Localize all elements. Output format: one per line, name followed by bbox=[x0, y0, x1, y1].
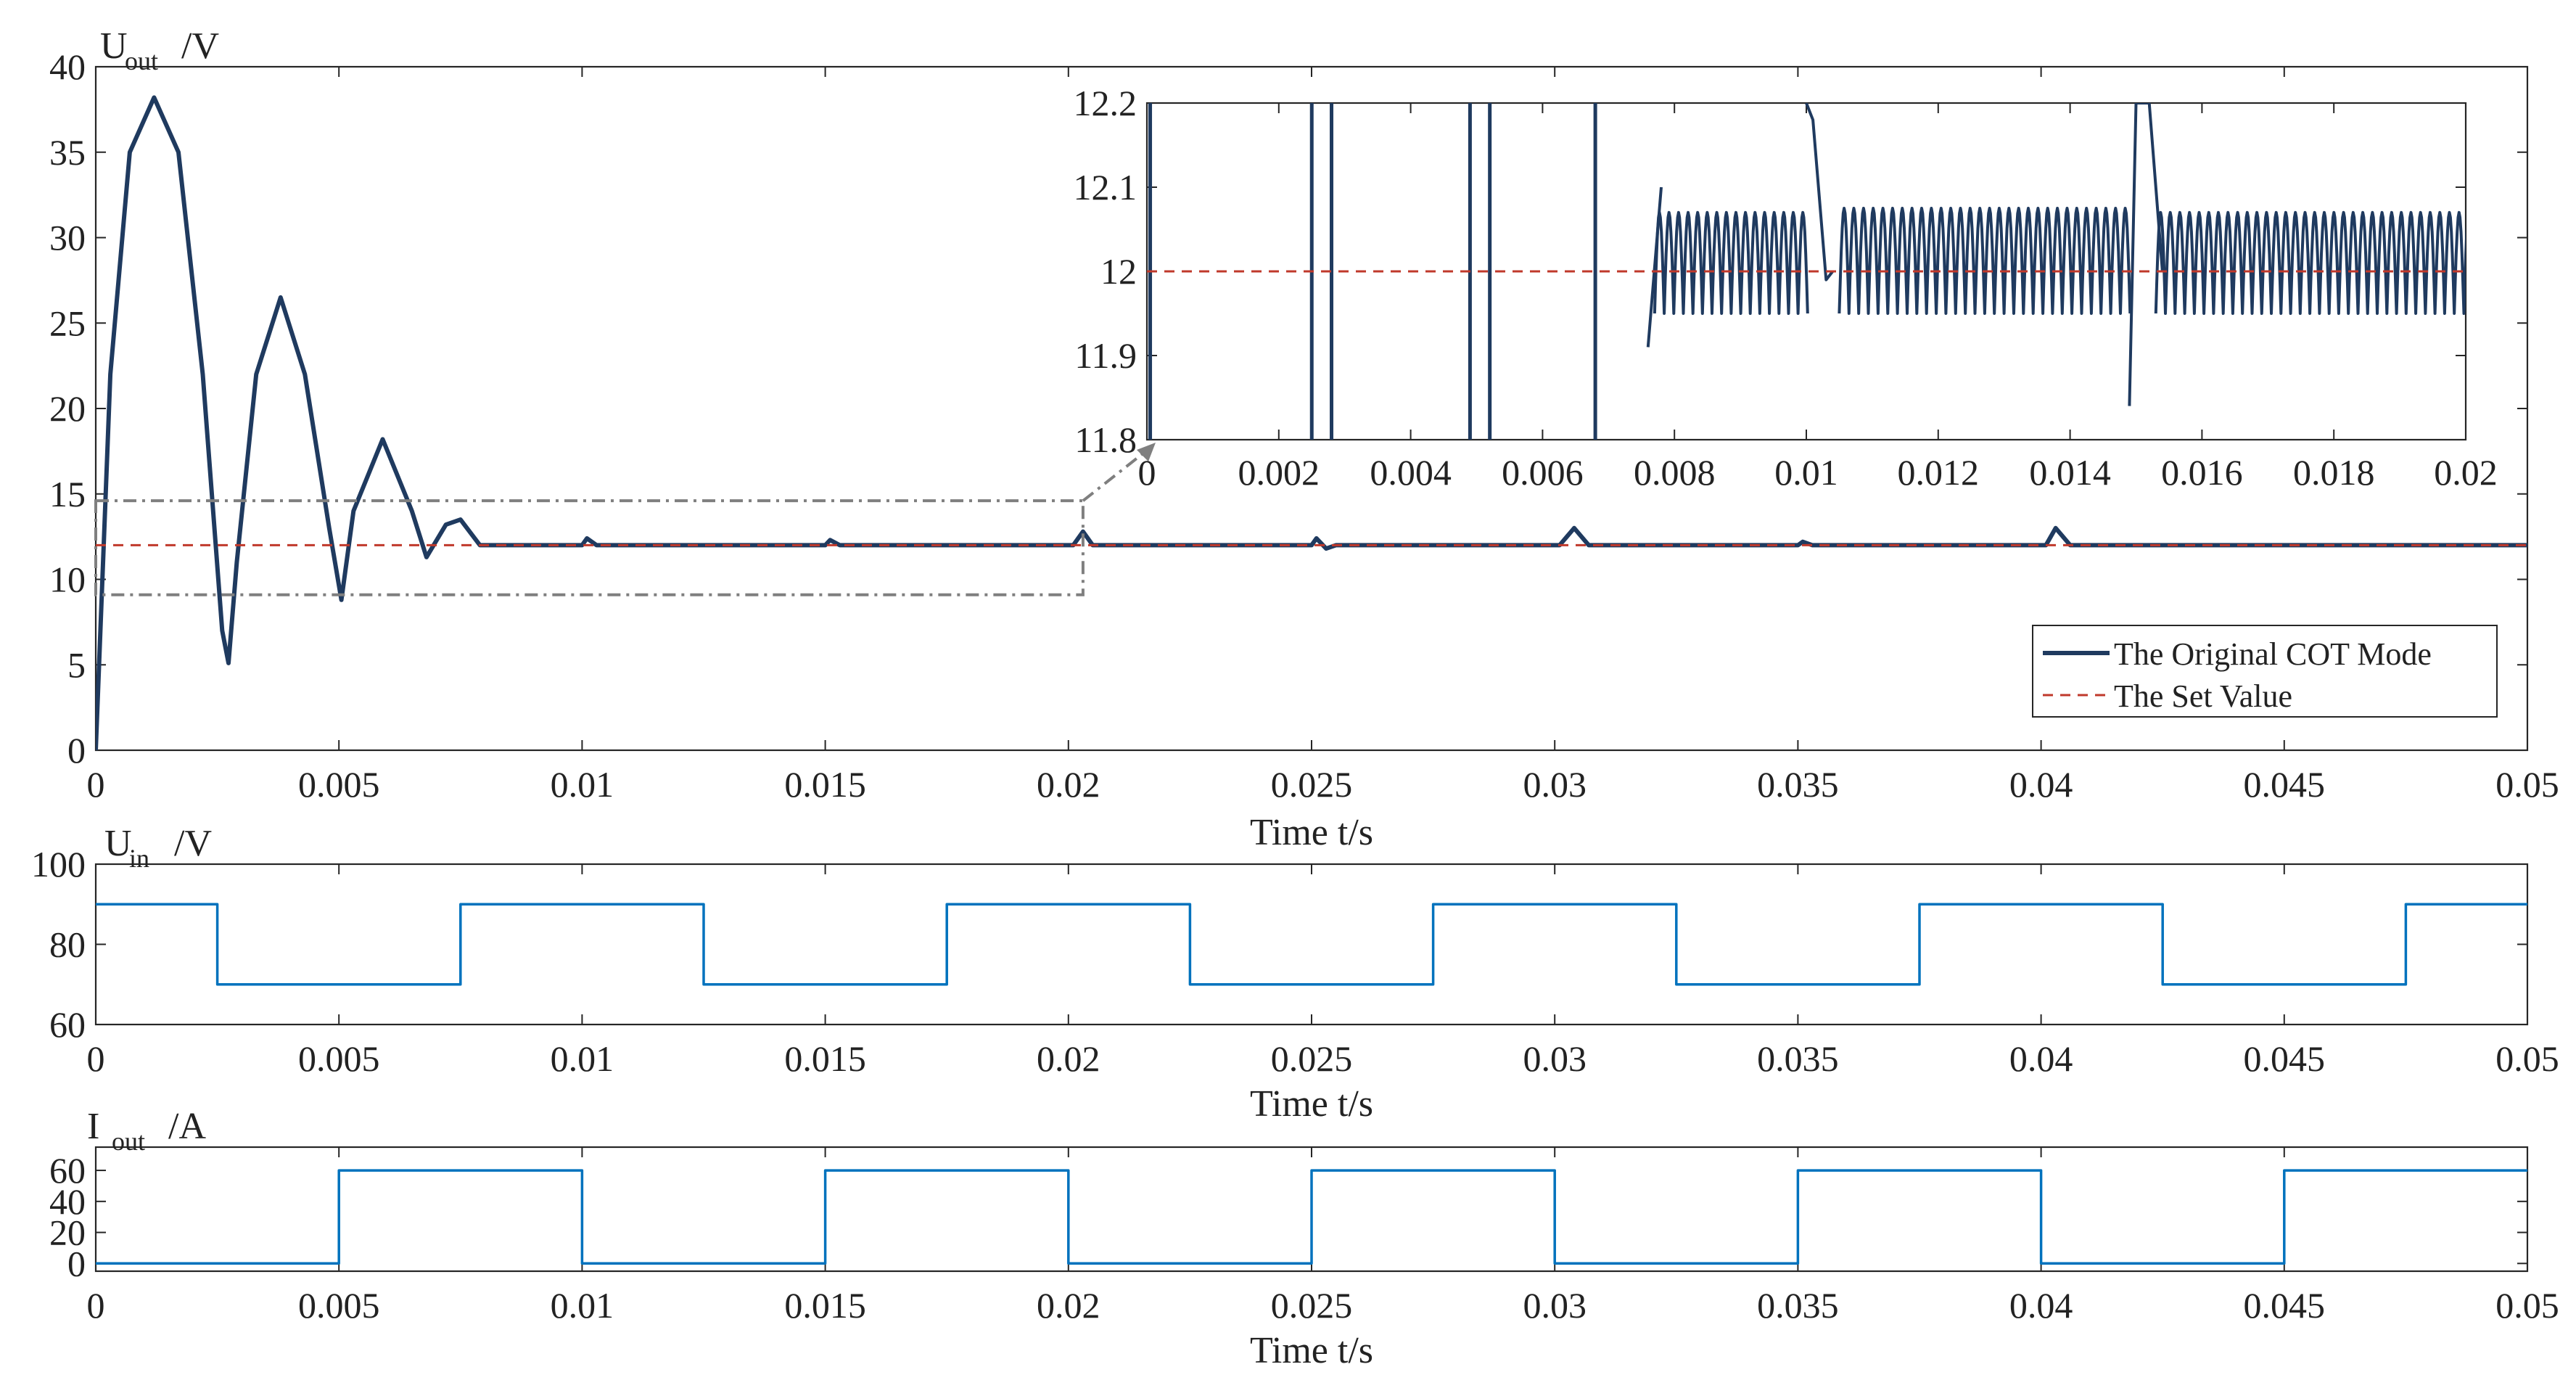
inset-ytick-label: 12.2 bbox=[1074, 83, 1137, 123]
uout-ytick-label: 25 bbox=[49, 303, 86, 343]
uin-y-axis-label-sub: in bbox=[129, 844, 149, 873]
iout-xtick-label: 0.01 bbox=[551, 1285, 614, 1326]
uin-xtick-label: 0.04 bbox=[2009, 1038, 2073, 1079]
uout-y-axis-label-unit: /V bbox=[181, 25, 219, 67]
uout-xtick-label: 0.01 bbox=[551, 764, 614, 805]
iout-xtick-label: 0.04 bbox=[2009, 1285, 2073, 1326]
inset-xtick-label: 0.004 bbox=[1370, 452, 1452, 493]
iout-y-axis-label-main: I bbox=[87, 1106, 99, 1147]
iout-xtick-label: 0.02 bbox=[1037, 1285, 1100, 1326]
uout-ytick-label: 35 bbox=[49, 132, 86, 173]
iout-xtick-label: 0.035 bbox=[1757, 1285, 1839, 1326]
inset-xtick-label: 0.012 bbox=[1898, 452, 1980, 493]
uout-y-axis-label-sub: out bbox=[125, 46, 158, 75]
inset-xtick-label: 0.016 bbox=[2161, 452, 2243, 493]
uout-xtick-label: 0.05 bbox=[2495, 764, 2559, 805]
iout-series-line bbox=[96, 1169, 2527, 1265]
inset-xtick-label: 0.006 bbox=[1502, 452, 1584, 493]
inset-xtick-label: 0.018 bbox=[2293, 452, 2375, 493]
uin-xtick-label: 0.01 bbox=[551, 1038, 614, 1079]
iout-xtick-label: 0.015 bbox=[784, 1285, 866, 1326]
iout-ytick-label: 0 bbox=[67, 1243, 86, 1284]
inset-ytick-label: 12.1 bbox=[1074, 167, 1137, 208]
uout-xtick-label: 0.035 bbox=[1757, 764, 1839, 805]
zoom-arrow-head bbox=[1137, 443, 1156, 461]
iout-ytick-label: 60 bbox=[49, 1150, 86, 1191]
uin-ytick-label: 80 bbox=[49, 924, 86, 965]
inset-xtick-label: 0 bbox=[1138, 452, 1156, 493]
iout-ytick-label: 40 bbox=[49, 1181, 86, 1222]
uin-xtick-label: 0.025 bbox=[1271, 1038, 1353, 1079]
uin-axes-box bbox=[94, 863, 2529, 1026]
uout-ytick-label: 20 bbox=[49, 388, 86, 429]
inset-ytick-label: 11.8 bbox=[1074, 419, 1137, 460]
iout-ytick-label: 20 bbox=[49, 1212, 86, 1253]
uout-ytick-label: 0 bbox=[67, 730, 86, 771]
uin-ytick-label: 60 bbox=[49, 1004, 86, 1045]
legend-label-set-value: The Set Value bbox=[2114, 678, 2292, 714]
uin-xtick-label: 0 bbox=[87, 1038, 105, 1079]
uin-xtick-label: 0.045 bbox=[2244, 1038, 2326, 1079]
uin-xtick-label: 0.015 bbox=[784, 1038, 866, 1079]
iout-y-axis-label-sub: out bbox=[112, 1127, 145, 1156]
uout-ytick-label: 15 bbox=[49, 474, 86, 514]
inset-ripple-band-1 bbox=[1653, 210, 1809, 315]
uout-ytick-label: 40 bbox=[49, 46, 86, 87]
uin-x-axis-label: Time t/s bbox=[1250, 1083, 1373, 1125]
uout-y-axis-label-main: U bbox=[100, 25, 128, 67]
iout-xtick-label: 0.025 bbox=[1271, 1285, 1353, 1326]
uin-y-axis-label-main: U bbox=[104, 823, 132, 864]
iout-xtick-label: 0.03 bbox=[1523, 1285, 1587, 1326]
uin-xtick-label: 0.05 bbox=[2495, 1038, 2559, 1079]
inset-xtick-label: 0.014 bbox=[2029, 452, 2111, 493]
iout-xtick-label: 0 bbox=[87, 1285, 105, 1326]
legend-label-original-cot: The Original COT Mode bbox=[2114, 636, 2432, 672]
uin-xtick-label: 0.02 bbox=[1037, 1038, 1100, 1079]
inset-xtick-label: 0.01 bbox=[1774, 452, 1838, 493]
uin-ytick-label: 100 bbox=[31, 844, 86, 884]
uout-x-axis-label: Time t/s bbox=[1250, 812, 1373, 853]
uin-series-line bbox=[96, 903, 2527, 986]
inset-settle-segment-2 bbox=[1805, 103, 1834, 282]
iout-xtick-label: 0.045 bbox=[2244, 1285, 2326, 1326]
uin-xtick-label: 0.005 bbox=[298, 1038, 380, 1079]
uout-xtick-label: 0.045 bbox=[2244, 764, 2326, 805]
uout-series-original-cot bbox=[96, 95, 2527, 750]
uout-xtick-label: 0 bbox=[87, 764, 105, 805]
uout-xtick-label: 0.005 bbox=[298, 764, 380, 805]
inset-xtick-label: 0.002 bbox=[1238, 452, 1320, 493]
uout-xtick-label: 0.02 bbox=[1037, 764, 1100, 805]
uout-ytick-label: 30 bbox=[49, 218, 86, 258]
inset-settle-segment-3 bbox=[2128, 103, 2164, 406]
uout-ytick-label: 10 bbox=[49, 559, 86, 600]
uout-zoom-box bbox=[94, 499, 1085, 596]
inset-xtick-label: 0.02 bbox=[2434, 452, 2498, 493]
uout-xtick-label: 0.025 bbox=[1271, 764, 1353, 805]
uout-xtick-label: 0.03 bbox=[1523, 764, 1587, 805]
uin-y-axis-label-unit: /V bbox=[174, 823, 212, 864]
uout-ytick-label: 5 bbox=[67, 644, 86, 685]
uout-xtick-label: 0.015 bbox=[784, 764, 866, 805]
inset-ytick-label: 11.9 bbox=[1074, 335, 1137, 376]
uout-xtick-label: 0.04 bbox=[2009, 764, 2073, 805]
inset-ytick-label: 12 bbox=[1100, 251, 1137, 292]
inset-ripple-band-3 bbox=[2154, 210, 2466, 315]
iout-xtick-label: 0.05 bbox=[2495, 1285, 2559, 1326]
inset-xtick-label: 0.008 bbox=[1634, 452, 1716, 493]
uin-xtick-label: 0.03 bbox=[1523, 1038, 1587, 1079]
uin-xtick-label: 0.035 bbox=[1757, 1038, 1839, 1079]
inset-ripple-band-2 bbox=[1838, 207, 2132, 315]
iout-x-axis-label: Time t/s bbox=[1250, 1330, 1373, 1371]
iout-y-axis-label-unit: /A bbox=[168, 1106, 206, 1147]
legend-box bbox=[2032, 625, 2498, 718]
iout-xtick-label: 0.005 bbox=[298, 1285, 380, 1326]
